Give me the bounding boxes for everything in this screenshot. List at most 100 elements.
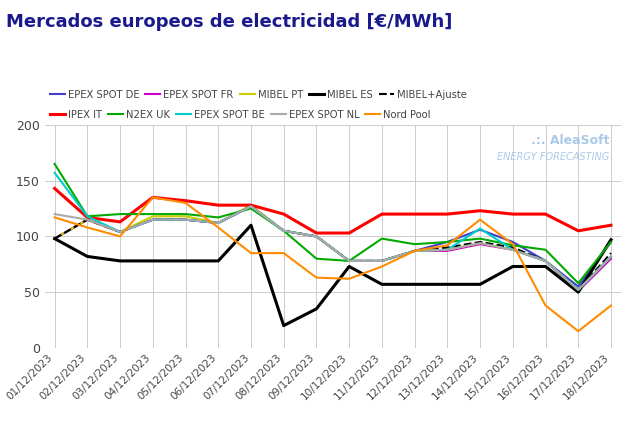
MIBEL ES bbox=[116, 258, 124, 264]
EPEX SPOT BE bbox=[444, 247, 451, 252]
EPEX SPOT BE bbox=[312, 234, 320, 239]
EPEX SPOT DE bbox=[149, 217, 157, 223]
EPEX SPOT NL bbox=[247, 204, 255, 209]
EPEX SPOT DE bbox=[182, 217, 189, 223]
IPEX IT bbox=[51, 186, 58, 191]
MIBEL PT bbox=[214, 220, 222, 226]
MIBEL+Ajuste bbox=[509, 245, 516, 250]
EPEX SPOT FR bbox=[378, 258, 386, 264]
MIBEL+Ajuste bbox=[83, 217, 91, 223]
Nord Pool bbox=[51, 215, 58, 220]
IPEX IT bbox=[411, 211, 419, 217]
MIBEL PT bbox=[378, 258, 386, 264]
IPEX IT bbox=[444, 211, 451, 217]
IPEX IT bbox=[149, 194, 157, 200]
MIBEL ES bbox=[247, 223, 255, 228]
MIBEL ES bbox=[509, 264, 516, 269]
N2EX UK bbox=[346, 258, 353, 264]
EPEX SPOT FR bbox=[247, 204, 255, 209]
Nord Pool bbox=[378, 264, 386, 269]
EPEX SPOT BE bbox=[280, 228, 287, 234]
MIBEL ES bbox=[378, 282, 386, 287]
EPEX SPOT NL bbox=[116, 229, 124, 235]
EPEX SPOT FR bbox=[607, 256, 615, 261]
Nord Pool bbox=[312, 275, 320, 281]
EPEX SPOT BE bbox=[509, 247, 516, 252]
Text: ENERGY FORECASTING: ENERGY FORECASTING bbox=[497, 152, 609, 161]
EPEX SPOT DE bbox=[509, 239, 516, 244]
EPEX SPOT DE bbox=[444, 239, 451, 244]
N2EX UK bbox=[444, 239, 451, 244]
N2EX UK bbox=[247, 206, 255, 211]
EPEX SPOT BE bbox=[83, 214, 91, 219]
Nord Pool bbox=[247, 251, 255, 256]
Legend: IPEX IT, N2EX UK, EPEX SPOT BE, EPEX SPOT NL, Nord Pool: IPEX IT, N2EX UK, EPEX SPOT BE, EPEX SPO… bbox=[50, 110, 431, 120]
MIBEL ES bbox=[607, 237, 615, 243]
EPEX SPOT FR bbox=[411, 248, 419, 253]
MIBEL+Ajuste bbox=[444, 245, 451, 250]
MIBEL ES bbox=[83, 254, 91, 259]
Nord Pool bbox=[182, 200, 189, 206]
N2EX UK bbox=[575, 281, 582, 286]
MIBEL PT bbox=[607, 254, 615, 259]
MIBEL PT bbox=[280, 228, 287, 234]
Nord Pool bbox=[149, 194, 157, 200]
EPEX SPOT FR bbox=[346, 258, 353, 264]
EPEX SPOT NL bbox=[575, 287, 582, 293]
MIBEL+Ajuste bbox=[280, 228, 287, 234]
MIBEL ES bbox=[312, 306, 320, 312]
Text: .:. AleaSoft: .:. AleaSoft bbox=[531, 134, 609, 147]
Nord Pool bbox=[83, 225, 91, 230]
EPEX SPOT DE bbox=[607, 239, 615, 244]
EPEX SPOT NL bbox=[346, 258, 353, 264]
EPEX SPOT DE bbox=[116, 229, 124, 235]
MIBEL+Ajuste bbox=[312, 234, 320, 239]
MIBEL PT bbox=[476, 240, 484, 246]
IPEX IT bbox=[607, 223, 615, 228]
EPEX SPOT NL bbox=[476, 240, 484, 246]
Line: IPEX IT: IPEX IT bbox=[54, 188, 611, 233]
EPEX SPOT BE bbox=[378, 258, 386, 264]
MIBEL PT bbox=[182, 214, 189, 219]
EPEX SPOT FR bbox=[476, 242, 484, 247]
MIBEL ES bbox=[444, 282, 451, 287]
EPEX SPOT NL bbox=[214, 220, 222, 226]
MIBEL+Ajuste bbox=[51, 236, 58, 241]
EPEX SPOT NL bbox=[411, 248, 419, 253]
MIBEL PT bbox=[509, 247, 516, 252]
EPEX SPOT BE bbox=[575, 287, 582, 293]
EPEX SPOT DE bbox=[378, 258, 386, 264]
N2EX UK bbox=[116, 211, 124, 217]
EPEX SPOT NL bbox=[509, 247, 516, 252]
EPEX SPOT NL bbox=[444, 247, 451, 252]
N2EX UK bbox=[182, 211, 189, 217]
MIBEL ES bbox=[51, 236, 58, 241]
EPEX SPOT NL bbox=[149, 217, 157, 223]
Line: MIBEL PT: MIBEL PT bbox=[54, 205, 611, 290]
EPEX SPOT FR bbox=[116, 229, 124, 235]
Line: EPEX SPOT FR: EPEX SPOT FR bbox=[54, 206, 611, 291]
Nord Pool bbox=[476, 217, 484, 223]
EPEX SPOT FR bbox=[83, 217, 91, 223]
Nord Pool bbox=[214, 225, 222, 230]
IPEX IT bbox=[182, 198, 189, 203]
EPEX SPOT NL bbox=[182, 217, 189, 223]
MIBEL PT bbox=[346, 258, 353, 264]
EPEX SPOT DE bbox=[247, 204, 255, 209]
EPEX SPOT BE bbox=[182, 217, 189, 223]
MIBEL+Ajuste bbox=[575, 287, 582, 293]
MIBEL+Ajuste bbox=[116, 229, 124, 235]
N2EX UK bbox=[51, 161, 58, 167]
MIBEL ES bbox=[541, 264, 549, 269]
EPEX SPOT BE bbox=[51, 170, 58, 175]
IPEX IT bbox=[476, 208, 484, 214]
EPEX SPOT NL bbox=[280, 228, 287, 234]
MIBEL+Ajuste bbox=[149, 217, 157, 223]
Line: EPEX SPOT DE: EPEX SPOT DE bbox=[54, 206, 611, 287]
EPEX SPOT DE bbox=[575, 284, 582, 289]
N2EX UK bbox=[83, 214, 91, 219]
MIBEL ES bbox=[214, 258, 222, 264]
MIBEL PT bbox=[149, 214, 157, 219]
MIBEL+Ajuste bbox=[346, 258, 353, 264]
EPEX SPOT DE bbox=[280, 228, 287, 234]
